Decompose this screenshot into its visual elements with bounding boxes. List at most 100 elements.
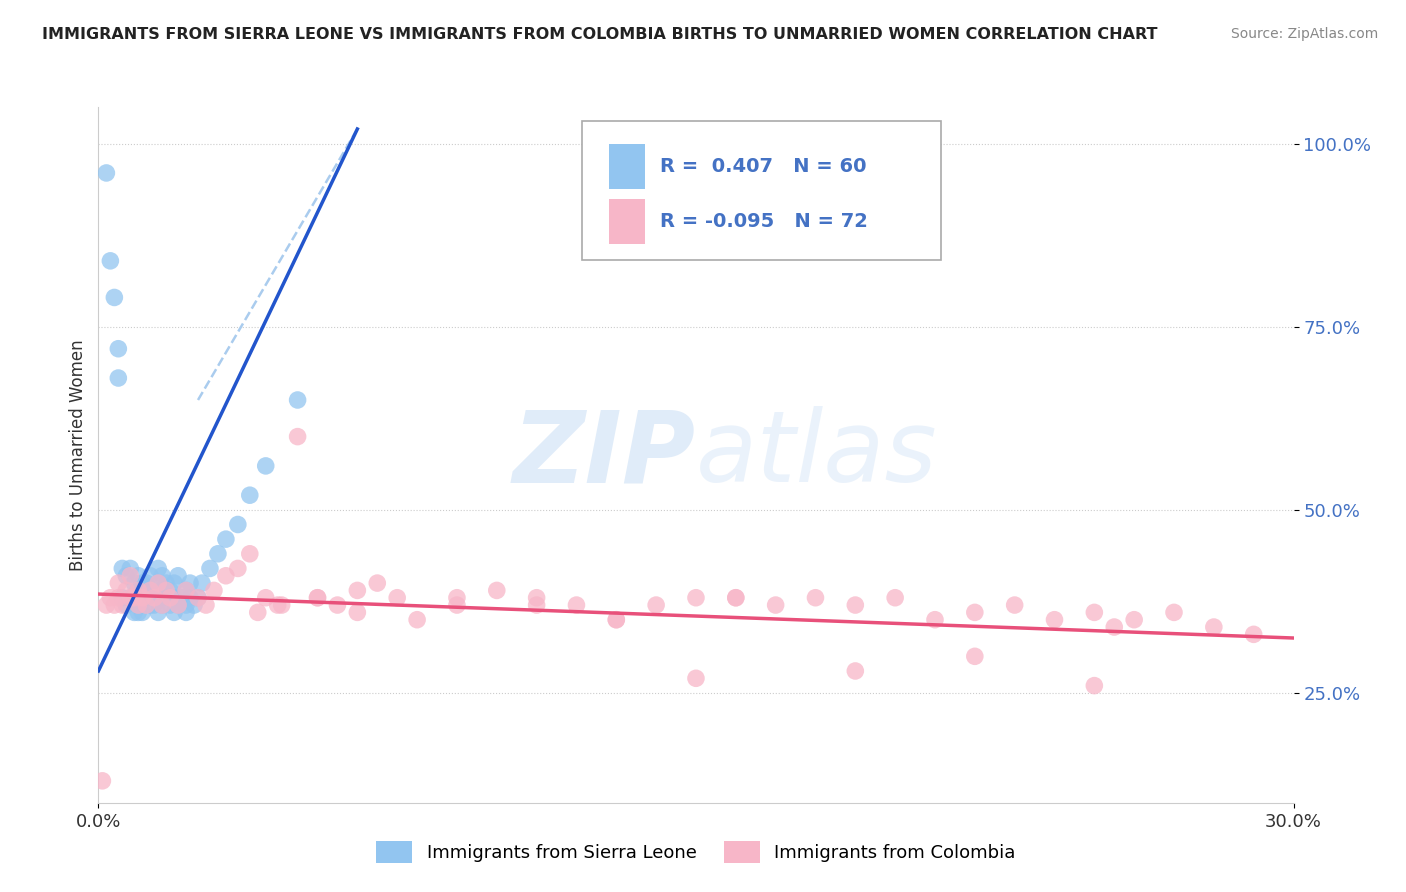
Point bbox=[924, 613, 946, 627]
Point bbox=[135, 576, 157, 591]
FancyBboxPatch shape bbox=[582, 121, 941, 260]
Point bbox=[143, 598, 166, 612]
Point bbox=[159, 598, 181, 612]
Point bbox=[187, 591, 209, 605]
Point bbox=[150, 583, 173, 598]
Point bbox=[148, 561, 170, 575]
Point bbox=[202, 583, 225, 598]
Point bbox=[804, 591, 827, 605]
Point bbox=[155, 591, 177, 605]
Point bbox=[346, 583, 368, 598]
Point bbox=[239, 488, 262, 502]
Point bbox=[131, 576, 153, 591]
Point bbox=[963, 606, 986, 620]
Point bbox=[685, 591, 707, 605]
Text: Source: ZipAtlas.com: Source: ZipAtlas.com bbox=[1230, 27, 1378, 41]
Point bbox=[844, 598, 866, 612]
Point bbox=[526, 591, 548, 605]
Point bbox=[148, 606, 170, 620]
Point bbox=[127, 568, 149, 582]
Point bbox=[1202, 620, 1225, 634]
Point bbox=[115, 583, 138, 598]
Point bbox=[884, 591, 907, 605]
Point bbox=[96, 166, 118, 180]
Point bbox=[124, 576, 146, 591]
Point bbox=[174, 598, 197, 612]
Point bbox=[1083, 679, 1105, 693]
Point bbox=[167, 568, 190, 582]
Point bbox=[191, 576, 214, 591]
Legend: Immigrants from Sierra Leone, Immigrants from Colombia: Immigrants from Sierra Leone, Immigrants… bbox=[368, 834, 1024, 871]
Point bbox=[406, 613, 429, 627]
Point bbox=[127, 606, 149, 620]
Point bbox=[198, 561, 221, 575]
Point bbox=[963, 649, 986, 664]
Point bbox=[215, 532, 238, 546]
Point bbox=[366, 576, 388, 591]
Point bbox=[98, 591, 122, 605]
Point bbox=[139, 598, 162, 612]
Point bbox=[446, 591, 468, 605]
Point bbox=[96, 598, 118, 612]
Text: R =  0.407   N = 60: R = 0.407 N = 60 bbox=[661, 157, 866, 176]
Point bbox=[111, 591, 134, 605]
Point bbox=[148, 576, 170, 591]
Point bbox=[239, 547, 262, 561]
Point bbox=[155, 576, 177, 591]
Point bbox=[724, 591, 747, 605]
Point bbox=[124, 606, 146, 620]
Point bbox=[326, 598, 349, 612]
Point bbox=[103, 598, 125, 612]
Point bbox=[107, 371, 129, 385]
Point bbox=[139, 568, 162, 582]
Point bbox=[127, 583, 149, 598]
Point bbox=[1123, 613, 1146, 627]
Point bbox=[1083, 606, 1105, 620]
Point bbox=[143, 591, 166, 605]
FancyBboxPatch shape bbox=[609, 144, 644, 189]
Point bbox=[107, 591, 129, 605]
Point bbox=[115, 598, 138, 612]
Point bbox=[148, 591, 170, 605]
Point bbox=[226, 517, 249, 532]
Point bbox=[385, 591, 409, 605]
Point bbox=[163, 576, 186, 591]
Point bbox=[150, 598, 173, 612]
Point bbox=[159, 591, 181, 605]
Point bbox=[307, 591, 329, 605]
Point bbox=[124, 591, 146, 605]
Point bbox=[91, 773, 114, 788]
Point bbox=[107, 576, 129, 591]
Y-axis label: Births to Unmarried Women: Births to Unmarried Women bbox=[69, 339, 87, 571]
Point bbox=[254, 458, 277, 473]
Point bbox=[446, 598, 468, 612]
Point bbox=[115, 568, 138, 582]
Point bbox=[127, 598, 149, 612]
Point bbox=[172, 591, 194, 605]
Point bbox=[143, 583, 166, 598]
Point bbox=[226, 561, 249, 575]
Point bbox=[270, 598, 292, 612]
Point bbox=[127, 583, 149, 598]
Point bbox=[120, 568, 142, 582]
Point bbox=[267, 598, 290, 612]
Point bbox=[124, 591, 146, 605]
Point bbox=[120, 591, 142, 605]
Text: R = -0.095   N = 72: R = -0.095 N = 72 bbox=[661, 212, 868, 231]
Point bbox=[139, 583, 162, 598]
Point bbox=[685, 671, 707, 685]
Point bbox=[1243, 627, 1265, 641]
Point bbox=[150, 568, 173, 582]
Point bbox=[163, 591, 186, 605]
Point bbox=[179, 591, 201, 605]
Point bbox=[150, 598, 173, 612]
Point bbox=[194, 598, 218, 612]
Point bbox=[135, 598, 157, 612]
Point bbox=[1043, 613, 1066, 627]
Point bbox=[287, 392, 309, 407]
Point bbox=[103, 290, 125, 304]
Point bbox=[215, 568, 238, 582]
Point bbox=[1004, 598, 1026, 612]
Point bbox=[526, 598, 548, 612]
Point bbox=[135, 591, 157, 605]
